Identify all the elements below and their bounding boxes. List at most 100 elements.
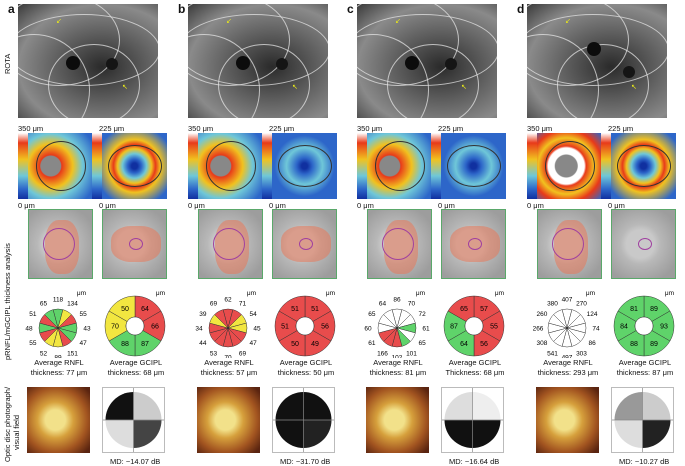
unit-label: μm xyxy=(665,290,674,297)
gcipl-scale-label: 225 μm xyxy=(438,124,464,133)
fovea-marker xyxy=(299,238,313,250)
clock-hour-value: 61 xyxy=(422,326,430,333)
zero-label: 0 μm xyxy=(527,201,544,210)
fovea-marker xyxy=(129,238,143,250)
zero-label: 0 μm xyxy=(438,201,455,210)
clock-hour-value: 71 xyxy=(239,300,247,307)
measurement-circle xyxy=(206,141,256,191)
rnfl-caption: Average RNFL thickness: 81 μm xyxy=(359,358,437,378)
vf-quadrant xyxy=(472,392,501,420)
arrow-marker-icon: ↖ xyxy=(292,84,298,91)
zero-label: 0 μm xyxy=(18,201,35,210)
zero-label: 0 μm xyxy=(269,201,286,210)
unit-label: μm xyxy=(77,290,86,297)
clock-hour-value: 69 xyxy=(239,351,247,358)
arrow-marker-icon: ↙ xyxy=(395,18,401,25)
gcipl-sector-value: 51 xyxy=(291,306,299,313)
gcipl-scale-label: 225 μm xyxy=(608,124,634,133)
clock-hour-value: 65 xyxy=(368,311,376,318)
clock-hour-value: 541 xyxy=(547,351,558,358)
clock-hour-value: 64 xyxy=(379,300,387,307)
gcipl-caption-line2: thickness: 50 μm xyxy=(277,368,335,377)
clock-hour-value: 260 xyxy=(536,311,547,318)
measurement-ellipse xyxy=(278,145,332,187)
vf-quadrant xyxy=(614,392,643,420)
gcipl-caption-line2: Thickness: 68 μm xyxy=(445,368,505,377)
fovea-dark xyxy=(405,56,419,70)
gcipl-caption: Average GCIPL thickness: 50 μm xyxy=(268,358,344,378)
rnfl-caption-line2: thickness: 293 μm xyxy=(537,368,599,377)
gcipl-sector-value: 56 xyxy=(321,324,329,331)
gcipl-center xyxy=(295,316,315,336)
gcipl-deviation-map xyxy=(272,209,337,279)
gcipl-sector-value: 55 xyxy=(490,324,498,331)
clock-hour-value: 70 xyxy=(408,300,416,307)
clock-hour-sector xyxy=(214,309,229,329)
clock-hour-value: 89 xyxy=(54,355,62,359)
optic-disc-photograph xyxy=(366,387,429,453)
gcipl-sector-value: 50 xyxy=(291,341,299,348)
zero-label: 0 μm xyxy=(357,201,374,210)
rota-image: ↙ ↖ xyxy=(527,4,667,118)
rota-row-label: ROTA xyxy=(3,53,12,74)
vf-quadrant xyxy=(303,420,332,448)
gcipl-colorbar xyxy=(431,133,441,199)
optic-disc xyxy=(276,58,288,70)
gcipl-deviation-map xyxy=(441,209,506,279)
clock-hour-value: 101 xyxy=(406,351,417,358)
gcipl-caption-line2: thickness: 68 μm xyxy=(107,368,165,377)
optic-row-label: Optic disc photograph/ xyxy=(3,386,12,462)
arrow-marker-icon: ↙ xyxy=(226,18,232,25)
mean-deviation: MD: −16.64 dB xyxy=(449,457,500,466)
unit-label: μm xyxy=(586,290,595,297)
vf-quadrant xyxy=(105,392,134,420)
rnfl-thickness-map xyxy=(198,133,263,199)
gcipl-caption: Average GCIPL Thickness: 68 μm xyxy=(437,358,513,378)
rnfl-caption: Average RNFL thickness: 293 μm xyxy=(529,358,607,378)
vf-quadrant xyxy=(444,420,473,448)
gcipl-sector-value: 89 xyxy=(650,341,658,348)
clock-hour-value: 39 xyxy=(199,311,207,318)
rnfl-scale-label: 350 μm xyxy=(188,124,214,133)
rnfl-thickness-map xyxy=(28,133,93,199)
gcipl-sector-value: 50 xyxy=(121,306,129,313)
gcipl-sector-value: 88 xyxy=(121,341,129,348)
gcipl-center xyxy=(125,316,145,336)
vf-quadrant xyxy=(105,420,134,448)
clock-hour-value: 74 xyxy=(592,326,600,333)
rnfl-caption-line1: Average RNFL xyxy=(34,358,84,367)
visual-field-plot xyxy=(103,388,164,452)
gcipl-caption-line1: Average GCIPL xyxy=(618,358,672,367)
measurement-circle xyxy=(36,141,86,191)
vf-quadrant xyxy=(444,392,473,420)
unit-label: μm xyxy=(326,290,335,297)
gcipl-caption-line1: Average GCIPL xyxy=(109,358,163,367)
vf-quadrant xyxy=(275,392,304,420)
gcipl-thickness-map xyxy=(272,133,337,199)
gcipl-sector-value: 51 xyxy=(311,306,319,313)
rnfl-caption-line2: thickness: 57 μm xyxy=(200,368,258,377)
visual-field-grayscale xyxy=(272,387,335,453)
clock-hour-value: 266 xyxy=(533,326,544,333)
gcipl-center xyxy=(464,316,484,336)
optic-disc xyxy=(623,66,635,78)
clock-hour-value: 407 xyxy=(562,297,573,304)
clock-hour-value: 55 xyxy=(29,340,37,347)
visual-field-plot xyxy=(273,388,334,452)
fovea-dark xyxy=(66,56,80,70)
unit-label: μm xyxy=(156,290,165,297)
gcipl-sector-value: 84 xyxy=(620,324,628,331)
optic-disc-photograph xyxy=(27,387,90,453)
gcipl-center xyxy=(634,316,654,336)
clock-hour-value: 45 xyxy=(253,326,261,333)
gcipl-thickness-map xyxy=(611,133,676,199)
rnfl-caption-line1: Average RNFL xyxy=(373,358,423,367)
rnfl-caption: Average RNFL thickness: 57 μm xyxy=(190,358,268,378)
rnfl-deviation-map xyxy=(28,209,93,279)
rnfl-thickness-map xyxy=(537,133,602,199)
measurement-circle xyxy=(545,141,595,191)
clock-hour-value: 72 xyxy=(418,311,426,318)
clock-hour-value: 151 xyxy=(67,351,78,358)
